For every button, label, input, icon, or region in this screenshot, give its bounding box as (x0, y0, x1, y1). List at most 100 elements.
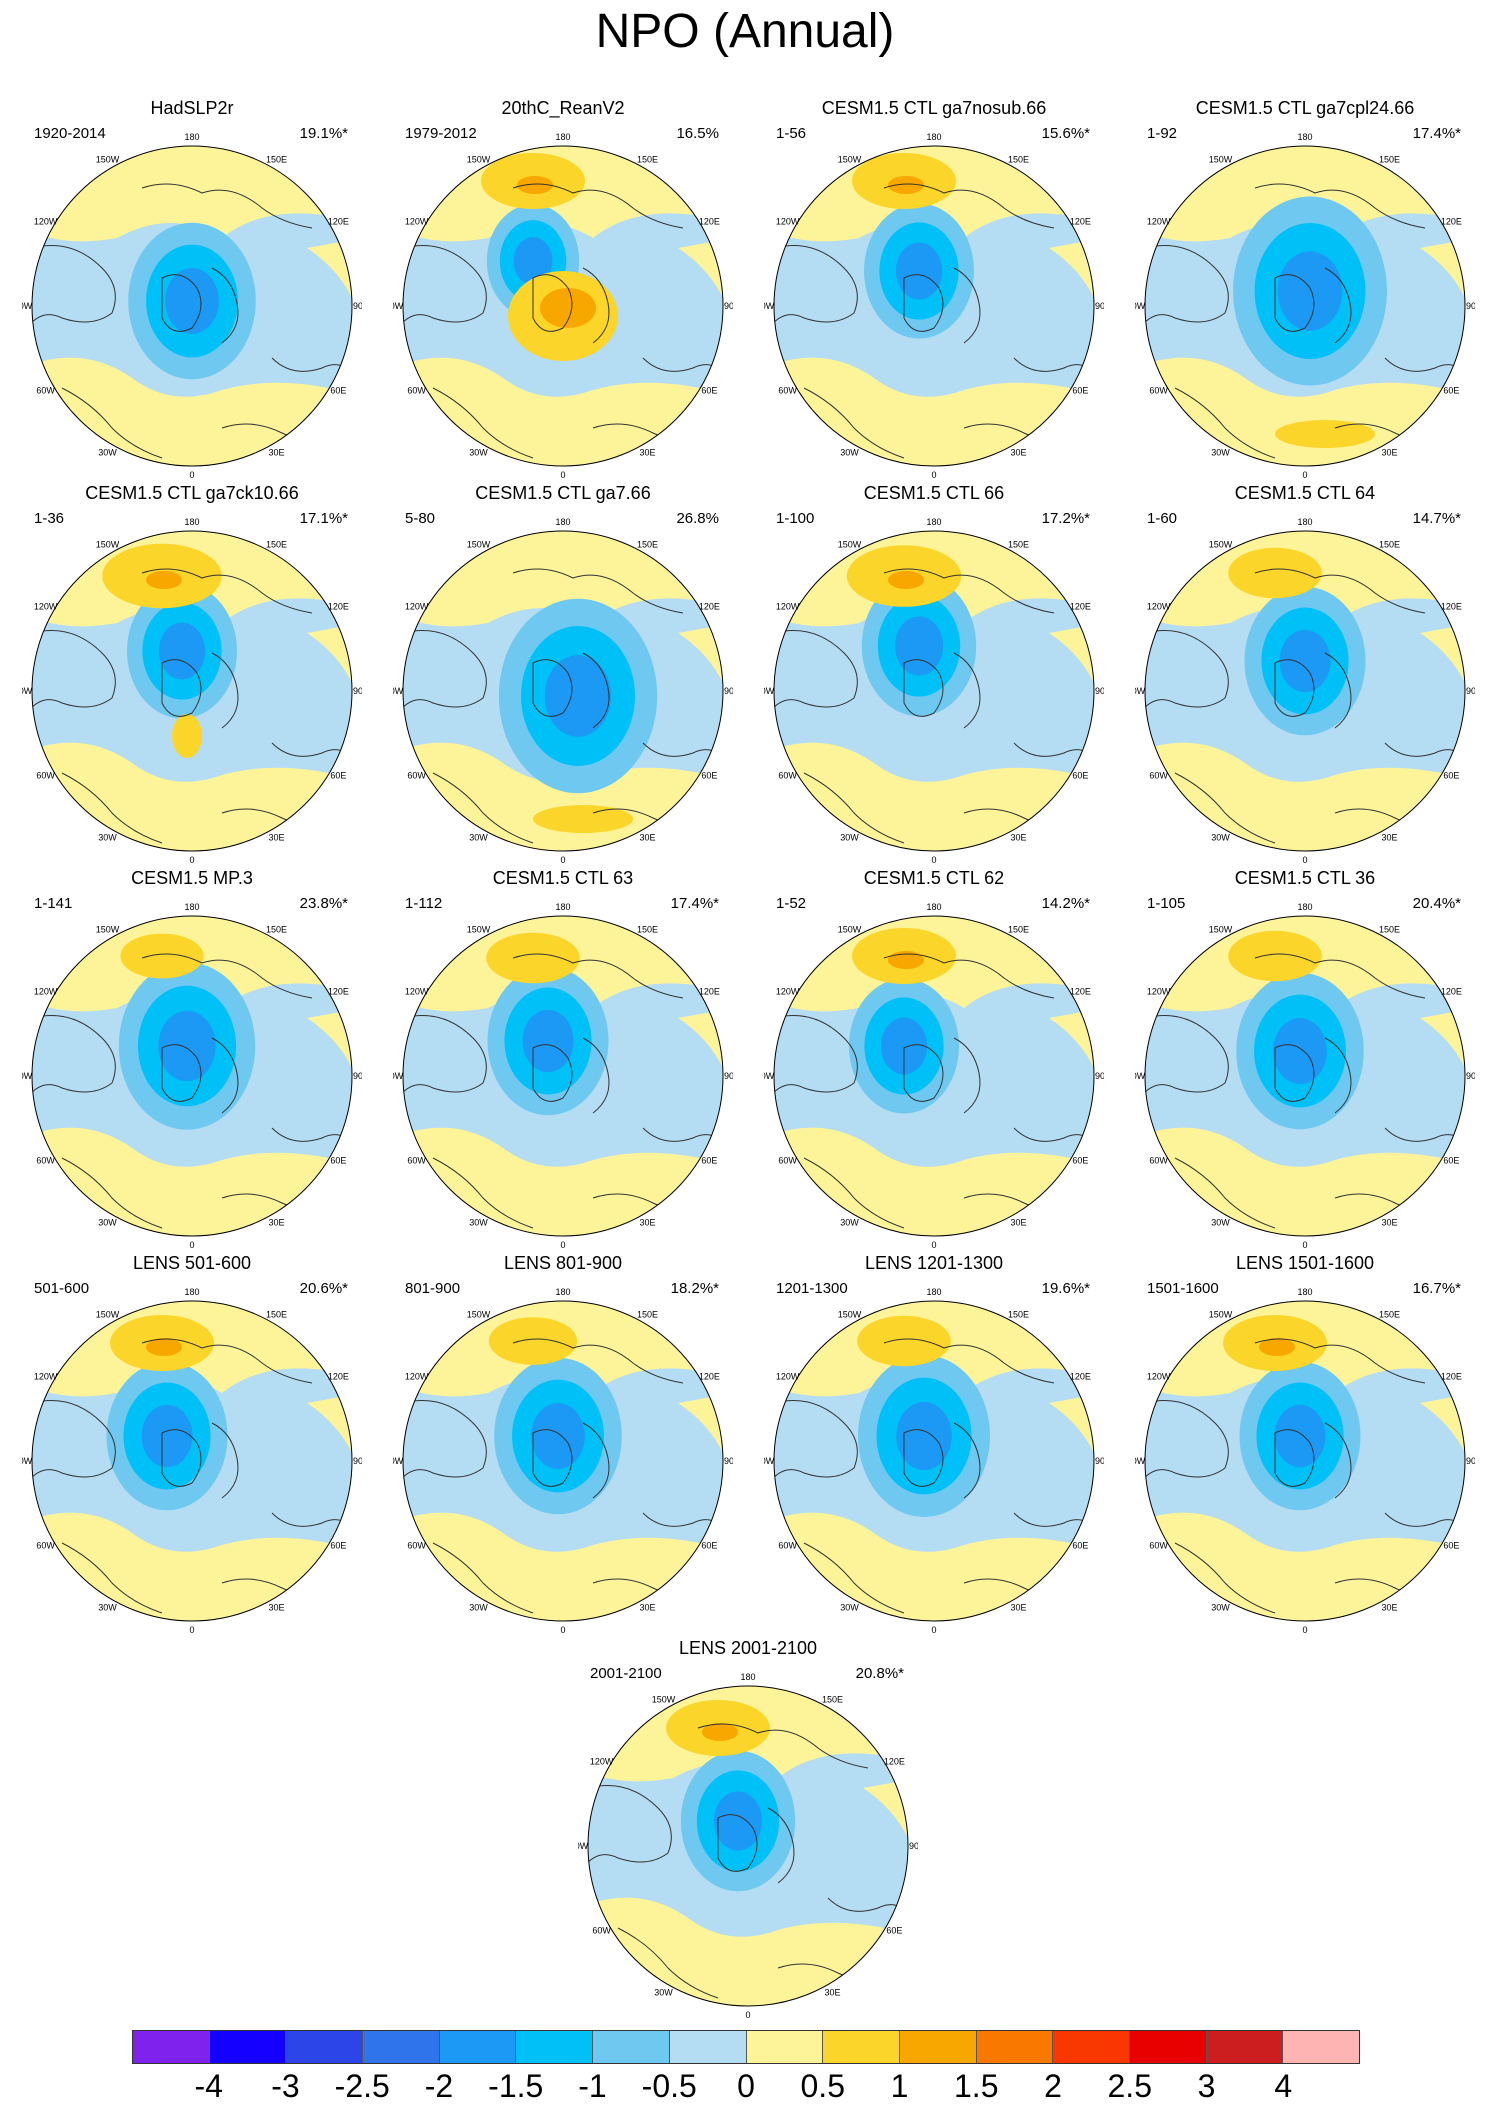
negative-anomaly-contour (895, 242, 943, 300)
longitude-label: 180 (1297, 517, 1312, 527)
coastline (61, 1157, 163, 1229)
longitude-label: 0 (1302, 1625, 1307, 1633)
longitude-label: 150E (637, 155, 658, 165)
longitude-label: 150W (1209, 1310, 1233, 1320)
longitude-label: 120W (34, 217, 58, 227)
colorbar-box (746, 2031, 824, 2063)
longitude-label: 90E (724, 1071, 733, 1081)
polar-map: 180 150E 120E 90E 60E 30E 0 30W 60W 90W 120W 150W (22, 132, 362, 478)
longitude-label: 60E (1443, 771, 1459, 781)
longitude-label: 150W (1209, 155, 1233, 165)
panel-variance-percent: 23.8%* (299, 895, 348, 912)
longitude-label: 60W (36, 386, 55, 396)
panel-years: 1-141 (34, 895, 73, 912)
panel-title: CESM1.5 CTL ga7cpl24.66 (1195, 98, 1415, 118)
colorbar-label: 4 (1274, 2068, 1293, 2104)
negative-anomaly-contour (1279, 629, 1331, 693)
longitude-label: 90W (22, 1456, 33, 1466)
panel-variance-percent: 17.1%* (299, 510, 348, 527)
longitude-label: 30E (1010, 832, 1026, 842)
longitude-label: 180 (555, 902, 570, 912)
coastline (1324, 267, 1352, 344)
panel-title: CESM1.5 CTL 63 (492, 868, 634, 888)
longitude-label: 30W (98, 447, 117, 457)
coastline (582, 652, 610, 729)
panel-variance-percent: 20.6%* (299, 1280, 348, 1297)
coastline (1274, 1044, 1315, 1102)
map-boundary (1144, 1300, 1466, 1622)
coastline (161, 659, 202, 717)
colorbar-box (1053, 2031, 1130, 2063)
colorbar-box (133, 2031, 210, 2063)
coastline (774, 1400, 858, 1484)
longitude-label: 90W (393, 1071, 404, 1081)
coastline (803, 1157, 905, 1229)
longitude-label: 90E (353, 1071, 362, 1081)
coastline (1145, 1015, 1229, 1099)
longitude-label: 150E (1379, 1310, 1400, 1320)
longitude-label: 60E (701, 1156, 717, 1166)
coastline (883, 953, 1055, 999)
longitude-label: 60W (407, 771, 426, 781)
colorbar (132, 2030, 1360, 2064)
longitude-label: 60E (330, 771, 346, 781)
map-panel: HadSLP2r 1920-2014 19.1%* 180 150E 120E 90E 60E… (22, 96, 362, 478)
panel-variance-percent: 17.4%* (670, 895, 719, 912)
coastline (61, 1542, 163, 1614)
coastline (32, 245, 116, 329)
negative-anomaly-contour (158, 1010, 216, 1082)
longitude-label: 120W (405, 1372, 429, 1382)
longitude-label: 0 (1302, 1240, 1307, 1248)
map-panel: CESM1.5 CTL 62 1-52 14.2%* 180 150E 120E 90E 60… (764, 866, 1104, 1248)
longitude-label: 150E (266, 540, 287, 550)
panel-years: 801-900 (405, 1280, 461, 1297)
longitude-label: 120W (405, 217, 429, 227)
panel-title: LENS 1201-1300 (864, 1253, 1004, 1273)
longitude-label: 120E (1441, 1372, 1462, 1382)
coastline (1254, 953, 1426, 999)
panel-years: 1920-2014 (34, 125, 106, 142)
negative-anomaly-contour (141, 1404, 193, 1468)
longitude-label: 30W (840, 1602, 859, 1612)
coastline (161, 1429, 202, 1487)
longitude-label: 90W (393, 686, 404, 696)
longitude-label: 60E (330, 1541, 346, 1551)
longitude-label: 120E (1441, 217, 1462, 227)
colorbar-box (976, 2031, 1054, 2063)
longitude-label: 120E (328, 987, 349, 997)
coastline (1274, 659, 1315, 717)
longitude-label: 180 (926, 517, 941, 527)
polar-map: 180 150E 120E 90E 60E 30E 0 30W 60W 90W 120W 150W (764, 132, 1104, 478)
longitude-label: 60E (701, 386, 717, 396)
longitude-label: 180 (926, 1287, 941, 1297)
coastline (903, 274, 944, 332)
longitude-label: 60W (407, 386, 426, 396)
coastline (617, 1927, 719, 1999)
longitude-label: 30E (1010, 1602, 1026, 1612)
longitude-label: 120W (34, 1372, 58, 1382)
map-boundary (1144, 915, 1466, 1237)
longitude-label: 150W (467, 155, 491, 165)
longitude-label: 150E (1008, 540, 1029, 550)
longitude-label: 90W (393, 301, 404, 311)
map-boundary (773, 1300, 1095, 1622)
longitude-label: 150W (96, 540, 120, 550)
coastline (717, 1814, 758, 1872)
longitude-label: 120W (776, 602, 800, 612)
longitude-label: 90W (764, 1071, 775, 1081)
coastline (1174, 1157, 1276, 1229)
coastline (161, 1044, 202, 1102)
panel-title: LENS 1501-1600 (1235, 1253, 1375, 1273)
map-boundary (31, 145, 353, 467)
coastline (697, 1723, 869, 1769)
panel-title: LENS 2001-2100 (678, 1638, 818, 1658)
polar-map: 180 150E 120E 90E 60E 30E 0 30W 60W 90W 120W 150W (1135, 902, 1475, 1248)
map-boundary (773, 145, 1095, 467)
polar-map: 180 150E 120E 90E 60E 30E 0 30W 60W 90W 120W 150W (764, 902, 1104, 1248)
panel-title: LENS 501-600 (132, 1253, 252, 1273)
longitude-label: 120W (590, 1757, 614, 1767)
coastline (61, 772, 163, 844)
longitude-label: 90W (1135, 686, 1146, 696)
positive-anomaly-core (888, 176, 924, 194)
longitude-label: 90E (1466, 1456, 1475, 1466)
